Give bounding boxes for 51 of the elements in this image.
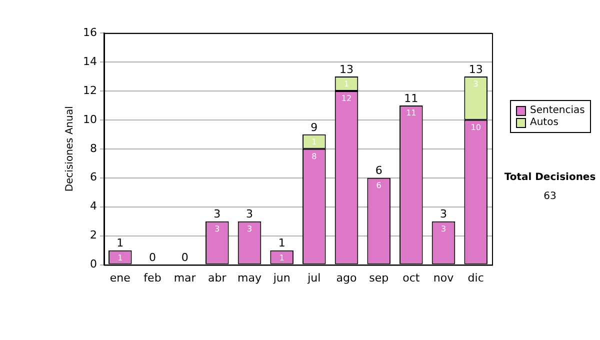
total-label: 9 (310, 120, 318, 134)
data-label: 1 (279, 253, 284, 262)
x-tick-label: nov (433, 271, 454, 284)
x-tick-label: dic (468, 271, 484, 284)
y-axis-title: Decisiones Anual (64, 106, 76, 192)
data-label: 8 (312, 152, 317, 161)
text: Total Decisiones (503, 172, 597, 183)
data-label: 3 (440, 224, 446, 234)
x-tick-label: feb (144, 271, 162, 284)
data-label: 6 (376, 180, 382, 190)
y-tick-label: 4 (90, 200, 97, 213)
data-label: 3 (473, 80, 478, 89)
data-label: 10 (470, 123, 481, 132)
total-label: 1 (116, 236, 124, 250)
y-tick-label: 2 (90, 228, 97, 242)
x-tick-label: sep (369, 271, 389, 284)
y-tick-label: 10 (82, 112, 97, 126)
y-tick-label: 12 (82, 84, 97, 97)
data-label: 1 (344, 80, 350, 89)
total-label: 3 (214, 208, 221, 221)
data-label: 3 (214, 224, 220, 234)
x-tick-label: ene (110, 271, 131, 284)
total-label: 0 (181, 251, 188, 264)
total-label: 1 (278, 236, 286, 250)
text: 63 (542, 191, 558, 202)
total-label: 13 (340, 62, 354, 76)
total-label: 3 (246, 208, 253, 221)
data-label: 1 (118, 253, 123, 262)
total-label: 13 (468, 62, 483, 76)
data-label: 12 (341, 94, 352, 104)
x-tick-label: abr (208, 271, 227, 284)
x-tick-label: jun (272, 271, 290, 284)
y-tick-label: 14 (82, 54, 97, 68)
y-tick-label: 6 (90, 170, 97, 184)
data-label: 1 (312, 137, 317, 146)
legend-label: Autos (529, 117, 560, 128)
y-tick-label: 8 (90, 142, 97, 155)
x-tick-label: may (238, 271, 262, 284)
total-label: 6 (375, 164, 382, 178)
x-tick-label: ago (336, 271, 357, 284)
data-label: 3 (246, 224, 252, 234)
total-label: 3 (440, 208, 447, 221)
total-label: 0 (148, 251, 156, 264)
data-label: 11 (406, 108, 416, 118)
x-tick-label: mar (174, 271, 196, 284)
x-tick-label: jul (306, 271, 321, 284)
y-tick-label: 16 (82, 26, 97, 39)
y-tick-label: 0 (90, 258, 97, 271)
total-label: 11 (404, 92, 418, 105)
x-tick-label: oct (402, 271, 420, 284)
legend-label: Sentencias (529, 105, 585, 116)
